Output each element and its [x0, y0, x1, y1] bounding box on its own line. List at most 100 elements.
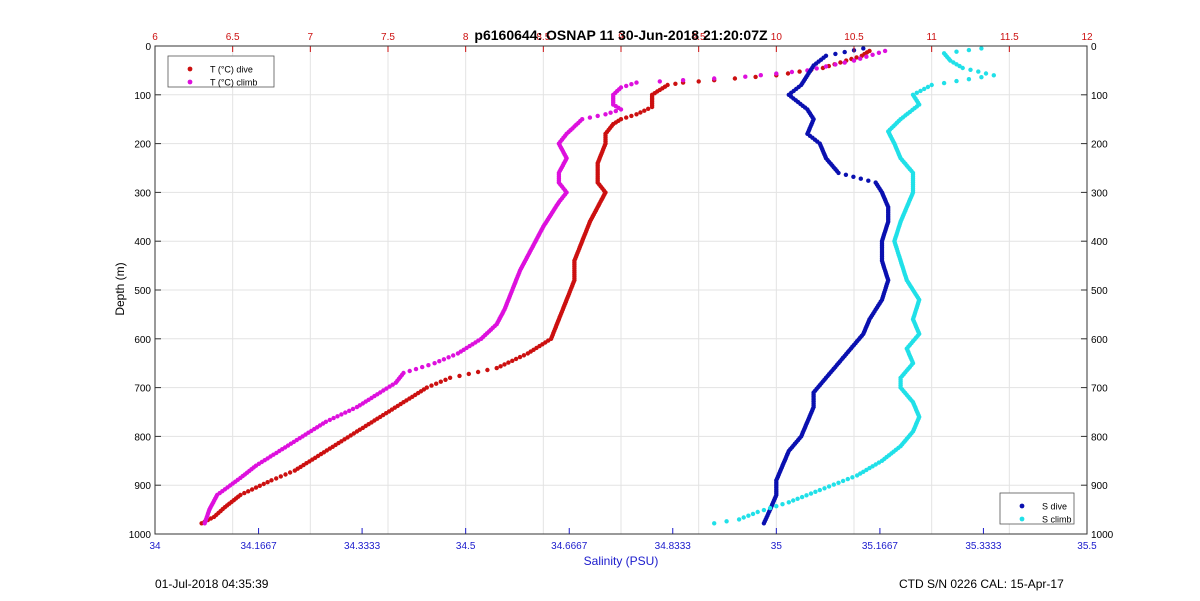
data-point: [498, 364, 503, 369]
y-tick-label-right: 500: [1091, 286, 1108, 297]
x-tick-label: 34.6667: [551, 541, 588, 552]
data-point: [858, 56, 863, 61]
data-point: [797, 69, 802, 74]
top-tick-label: 12: [1081, 32, 1093, 43]
data-point: [437, 359, 442, 364]
y-tick-label: 0: [145, 42, 151, 53]
data-point: [976, 69, 981, 74]
data-point: [274, 476, 279, 481]
top-tick-label: 6.5: [226, 32, 240, 43]
data-point: [966, 77, 972, 82]
data-point: [854, 473, 860, 478]
data-point: [736, 517, 742, 522]
y-tick-label-right: 0: [1091, 42, 1097, 53]
data-point: [870, 52, 875, 57]
data-point: [634, 80, 639, 85]
data-point: [613, 108, 618, 114]
legend-box: [999, 492, 1075, 525]
y-tick-label-right: 400: [1091, 237, 1108, 248]
data-point: [836, 170, 841, 176]
data-point: [922, 86, 927, 92]
legend-marker: [1019, 516, 1025, 522]
chart-title: p6160644: OSNAP 11 30-Jun-2018 21:20:07Z: [474, 27, 768, 43]
data-point: [696, 79, 701, 84]
data-point: [438, 379, 443, 384]
y-tick-label: 500: [134, 286, 151, 297]
data-point: [983, 71, 989, 76]
top-tick-label: 11.5: [1000, 32, 1019, 43]
data-point: [851, 58, 857, 63]
data-point: [257, 483, 262, 488]
data-point: [441, 357, 447, 362]
data-point: [823, 64, 829, 69]
data-point: [814, 66, 819, 71]
data-point: [941, 80, 947, 86]
series-s-dive: [761, 46, 891, 526]
y-tick-label-right: 1000: [1091, 530, 1114, 541]
data-point: [838, 60, 843, 65]
data-point: [327, 417, 332, 423]
y-tick-label-right: 900: [1091, 481, 1108, 492]
y-tick-label: 300: [134, 188, 151, 199]
data-point: [724, 519, 729, 524]
data-point: [925, 84, 931, 90]
data-point: [750, 511, 756, 517]
legend-marker: [187, 79, 193, 85]
legend-salinity: S dive S climb: [999, 492, 1075, 525]
data-point: [457, 373, 462, 379]
data-point: [858, 176, 863, 181]
data-point: [795, 496, 800, 501]
data-point: [712, 521, 717, 526]
x-tick-label: 34.5: [456, 541, 476, 552]
plot-frame: [154, 45, 1088, 535]
data-point: [624, 115, 629, 120]
data-point: [799, 494, 805, 500]
data-point: [335, 414, 340, 419]
data-point: [634, 112, 639, 117]
legend-marker: [187, 66, 193, 72]
data-point: [673, 81, 678, 87]
x-tick-label: 34.3333: [344, 541, 381, 552]
data-point: [629, 82, 634, 87]
y-tick-label: 400: [134, 237, 151, 248]
data-point: [350, 406, 356, 412]
data-point: [968, 67, 973, 73]
legend-label: T (°C) climb: [210, 78, 257, 88]
data-point: [732, 76, 738, 81]
data-point: [966, 47, 972, 53]
x-tick-label: 34: [149, 541, 161, 552]
data-point: [199, 521, 204, 526]
data-point: [758, 73, 763, 78]
data-point: [822, 486, 827, 491]
data-point: [343, 410, 348, 415]
y-tick-label: 1000: [129, 530, 152, 541]
data-point: [813, 489, 818, 494]
data-point: [833, 62, 838, 67]
series-s-climb: [712, 46, 996, 526]
data-point: [929, 82, 934, 88]
data-point: [876, 50, 882, 55]
data-point: [347, 408, 352, 413]
y-tick-label: 200: [134, 140, 151, 151]
data-point: [979, 46, 984, 51]
y-tick-label-right: 800: [1091, 432, 1108, 443]
top-tick-label: 9: [618, 32, 624, 43]
data-point: [743, 74, 748, 79]
data-point: [587, 115, 593, 120]
data-point: [426, 363, 431, 368]
data-point: [960, 65, 965, 71]
data-point: [638, 110, 643, 115]
y-tick-label-right: 700: [1091, 384, 1108, 395]
data-point: [804, 493, 809, 498]
data-point: [510, 358, 515, 363]
data-point: [843, 172, 849, 177]
data-point: [432, 361, 437, 366]
data-point: [979, 75, 984, 80]
data-point: [774, 71, 779, 76]
data-point: [991, 73, 996, 78]
data-point: [918, 88, 923, 94]
legend-box: [167, 55, 275, 88]
footer-device-info: CTD S/N 0226 CAL: 15-Apr-17: [899, 577, 1064, 591]
data-point: [755, 509, 760, 515]
data-point: [451, 353, 456, 358]
